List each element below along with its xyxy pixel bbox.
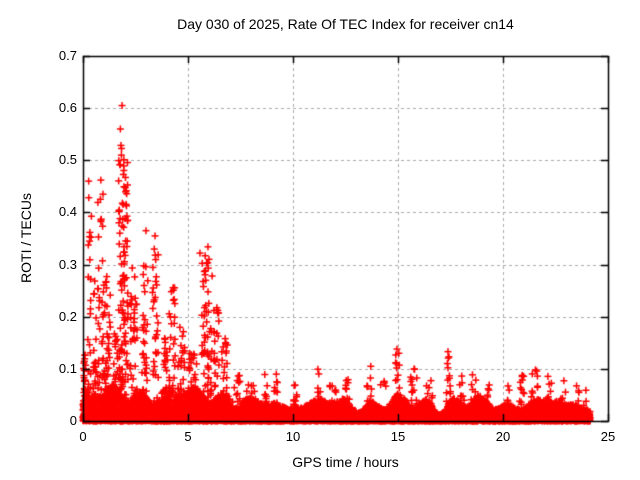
y-tick-label: 0.6 <box>58 100 77 116</box>
chart-title: Day 030 of 2025, Rate Of TEC Index for r… <box>177 16 514 32</box>
x-tick-label: 0 <box>79 429 87 444</box>
y-tick-label: 0.1 <box>58 360 77 376</box>
y-tick-label: 0 <box>69 413 77 428</box>
y-tick-label: 0.3 <box>58 256 77 272</box>
x-tick-label: 10 <box>285 429 301 444</box>
x-tick-label: 20 <box>495 429 511 444</box>
x-axis-label: GPS time / hours <box>292 454 399 470</box>
y-tick-label: 0.2 <box>58 308 77 324</box>
x-tick-label: 25 <box>600 429 616 444</box>
y-tick-label: 0.7 <box>58 48 77 63</box>
y-tick-label: 0.4 <box>58 204 77 220</box>
x-tick-label: 15 <box>390 429 406 444</box>
y-tick-label: 0.5 <box>58 152 77 168</box>
x-tick-label: 5 <box>184 429 192 444</box>
